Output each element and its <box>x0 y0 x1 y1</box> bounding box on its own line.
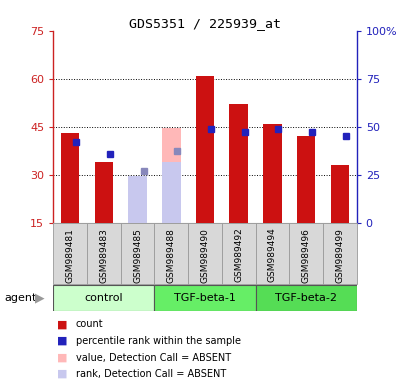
Bar <box>330 165 348 223</box>
Text: ■: ■ <box>57 319 68 329</box>
Bar <box>128 216 146 223</box>
Text: ■: ■ <box>57 353 68 362</box>
Text: count: count <box>76 319 103 329</box>
Text: TGF-beta-1: TGF-beta-1 <box>174 293 235 303</box>
Bar <box>162 162 180 223</box>
Bar <box>255 285 356 311</box>
Text: GSM989485: GSM989485 <box>133 228 142 283</box>
Text: rank, Detection Call = ABSENT: rank, Detection Call = ABSENT <box>76 369 225 379</box>
Bar <box>53 285 154 311</box>
Bar <box>263 124 281 223</box>
Bar <box>154 285 255 311</box>
Text: GSM989492: GSM989492 <box>234 228 243 282</box>
Text: ▶: ▶ <box>35 291 44 304</box>
Text: value, Detection Call = ABSENT: value, Detection Call = ABSENT <box>76 353 230 362</box>
Bar <box>94 162 113 223</box>
Text: GSM989490: GSM989490 <box>200 228 209 283</box>
Bar <box>229 104 247 223</box>
Bar <box>128 176 146 223</box>
Bar <box>296 136 315 223</box>
Bar <box>53 223 87 284</box>
Text: GSM989494: GSM989494 <box>267 228 276 282</box>
Bar <box>221 223 255 284</box>
Title: GDS5351 / 225939_at: GDS5351 / 225939_at <box>129 17 280 30</box>
Text: control: control <box>84 293 123 303</box>
Text: TGF-beta-2: TGF-beta-2 <box>274 293 336 303</box>
Text: percentile rank within the sample: percentile rank within the sample <box>76 336 240 346</box>
Bar <box>289 223 322 284</box>
Bar <box>154 223 188 284</box>
Text: GSM989483: GSM989483 <box>99 228 108 283</box>
Bar <box>61 133 79 223</box>
Text: GSM989499: GSM989499 <box>335 228 344 283</box>
Text: ■: ■ <box>57 369 68 379</box>
Bar <box>255 223 289 284</box>
Text: agent: agent <box>4 293 36 303</box>
Bar <box>322 223 356 284</box>
Bar <box>195 76 214 223</box>
Text: GSM989496: GSM989496 <box>301 228 310 283</box>
Text: ■: ■ <box>57 336 68 346</box>
Bar <box>87 223 120 284</box>
Text: GSM989481: GSM989481 <box>65 228 74 283</box>
Text: GSM989488: GSM989488 <box>166 228 175 283</box>
Bar <box>188 223 221 284</box>
Bar <box>120 223 154 284</box>
Bar <box>162 128 180 223</box>
